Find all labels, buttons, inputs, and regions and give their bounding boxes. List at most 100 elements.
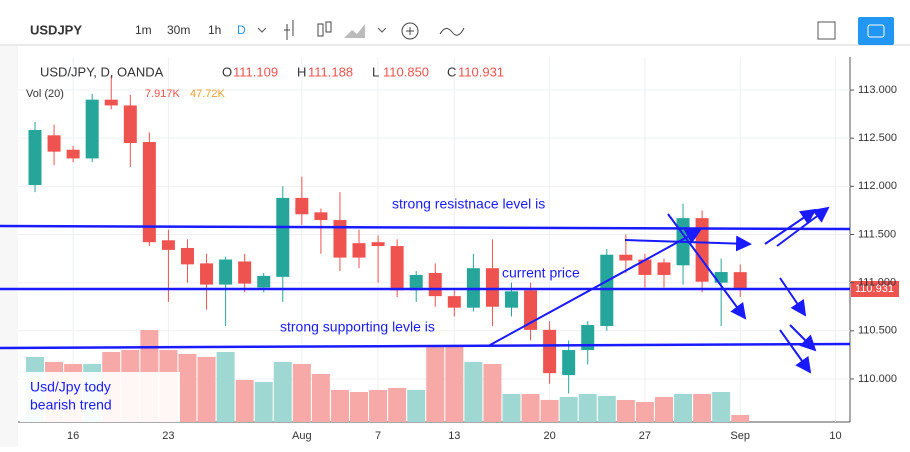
symbol[interactable]: USDJPY	[30, 22, 82, 37]
interval[interactable]: D	[237, 23, 246, 37]
share-icon[interactable]	[817, 21, 836, 40]
candle-icon[interactable]	[325, 21, 332, 33]
last-price-tag	[851, 281, 899, 297]
legend-value: 111.188	[308, 64, 353, 79]
x-tick-label: 27	[639, 430, 651, 442]
interval[interactable]: 30m	[167, 23, 190, 37]
candle-body	[28, 130, 42, 185]
candle-body	[295, 197, 309, 215]
volume-bar	[578, 393, 597, 422]
arrow	[776, 206, 830, 247]
candle-body	[638, 259, 652, 275]
candle-body	[333, 220, 347, 258]
candle-body	[161, 240, 175, 250]
volume-bar	[388, 387, 407, 422]
candle-body	[47, 135, 61, 152]
candle-body	[619, 254, 633, 261]
candle-body	[562, 350, 576, 376]
legend-value: 111.109	[233, 64, 278, 79]
x-tick-label: Aug	[292, 430, 312, 442]
last-price: 110.931	[855, 283, 894, 295]
volume-bar	[712, 392, 731, 422]
left-strip	[0, 46, 18, 447]
arrow	[764, 208, 817, 245]
annotation: strong supporting levle is	[280, 319, 435, 335]
y-tick-label: 110.000	[858, 373, 897, 385]
y-tick-label: 110.500	[858, 325, 897, 337]
candle-body	[409, 274, 423, 291]
candle-body	[543, 329, 557, 374]
volume-bar	[369, 389, 388, 422]
snapshot-button[interactable]	[858, 17, 894, 45]
legend-key: L	[372, 64, 379, 79]
volume-bar	[311, 373, 330, 422]
candle-body	[85, 99, 99, 159]
candle-body	[371, 242, 385, 247]
interval[interactable]: 1h	[208, 23, 221, 37]
volume-bar	[330, 389, 349, 422]
arrow	[779, 329, 812, 374]
candle-body	[219, 259, 233, 285]
volume-bar	[483, 363, 502, 422]
legend-key: H	[297, 64, 306, 79]
x-tick-label: 10	[829, 430, 841, 442]
volume-bar	[216, 351, 235, 422]
candle-body	[200, 263, 214, 285]
drawings	[0, 206, 851, 374]
arrow	[779, 277, 807, 317]
legend-value: 110.850	[383, 64, 429, 79]
candle-body	[657, 262, 671, 275]
candle-body	[352, 243, 366, 258]
add-icon[interactable]	[401, 22, 419, 40]
area-icon[interactable]	[344, 24, 365, 38]
volume-bar	[502, 393, 521, 422]
chevron[interactable]	[377, 27, 387, 33]
y-tick-label: 112.000	[858, 180, 897, 192]
volume-bar	[197, 356, 216, 422]
candle-body	[485, 268, 499, 307]
y-tick-label: 111.000	[858, 277, 896, 289]
x-tick-label: 13	[448, 430, 460, 442]
volume-bar	[559, 396, 578, 422]
candle-body	[276, 197, 290, 277]
volume-ma: 47.72K	[190, 88, 226, 100]
candle-icon[interactable]	[317, 23, 324, 37]
note: Usd/Jpy tody	[30, 379, 111, 395]
volume-bar	[597, 395, 616, 422]
interval[interactable]: 1m	[135, 23, 152, 37]
arrow	[789, 324, 817, 352]
volume-bar	[635, 402, 654, 422]
candle-body	[428, 273, 442, 297]
volume-bar	[540, 399, 559, 422]
candle-body	[447, 296, 461, 308]
volume-bar	[521, 393, 540, 422]
volume-bar	[254, 382, 273, 422]
candle-body	[180, 247, 194, 265]
volume-bar	[350, 392, 369, 422]
candle-body	[66, 149, 80, 159]
volume-bar	[616, 399, 635, 422]
y-tick-label: 113.000	[858, 84, 897, 96]
candle-body	[505, 291, 518, 308]
candle-body	[600, 254, 614, 326]
volume-bar	[426, 346, 445, 422]
candle-body	[733, 272, 747, 290]
indicator-icon[interactable]	[439, 27, 465, 36]
x-tick-label: Sep	[730, 430, 750, 442]
x-tick-label: 20	[543, 430, 555, 442]
volume-bar	[693, 393, 712, 422]
volume-bar	[273, 361, 292, 422]
legend-key: O	[222, 64, 232, 79]
volume-bar	[464, 361, 483, 422]
chevron[interactable]	[257, 27, 267, 33]
candle-body	[142, 142, 156, 243]
volume-bar	[292, 363, 311, 422]
add-icon	[406, 27, 414, 35]
bar-icon[interactable]	[284, 20, 294, 40]
camera-icon	[867, 24, 885, 38]
volume-bar	[178, 353, 197, 422]
x-tick-label: 7	[375, 430, 381, 442]
candle-body	[581, 325, 595, 351]
volume-value: 7.917K	[145, 88, 181, 100]
